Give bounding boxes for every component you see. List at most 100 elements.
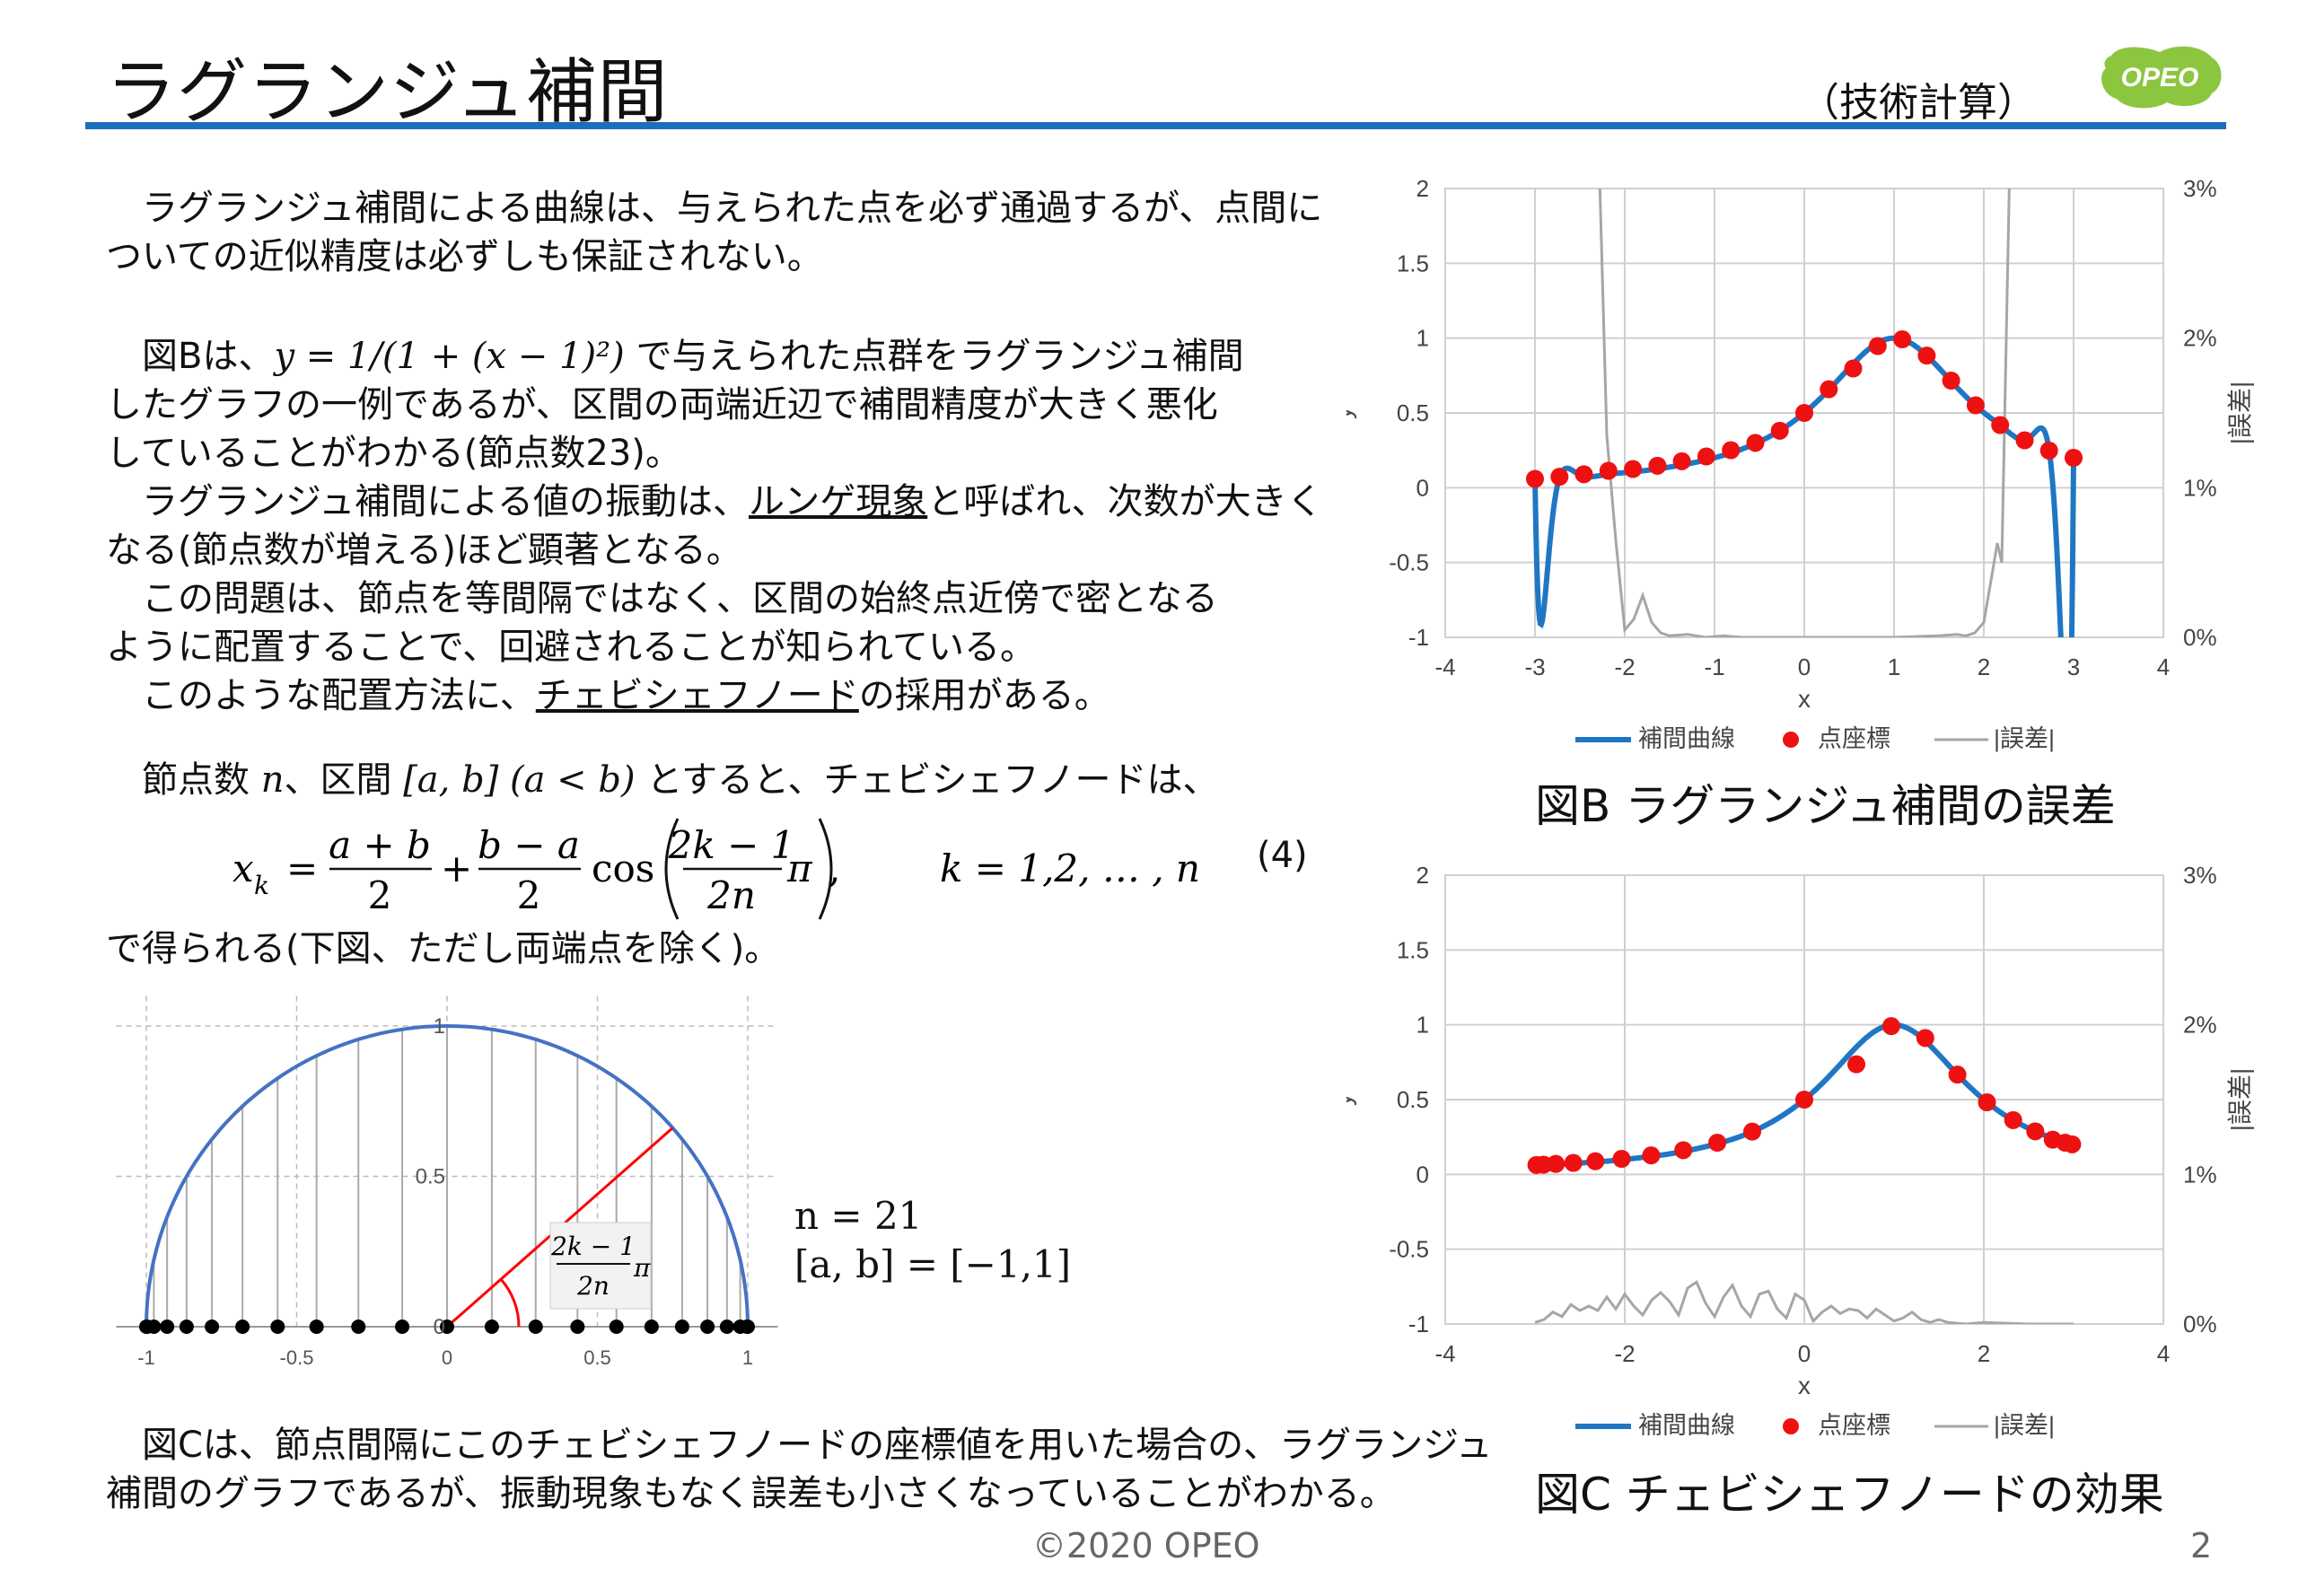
legend-label-points: 点座標: [1818, 725, 1890, 752]
caption-figure-b: 図B ラグランジュ補間の誤差: [1535, 780, 2116, 832]
frac2-num: b − a: [478, 823, 580, 867]
y-tick-label: 0.5: [1397, 399, 1429, 426]
data-point: [1624, 460, 1643, 478]
data-point: [1847, 1055, 1865, 1074]
chebyshev-node: [440, 1320, 454, 1334]
data-point: [1991, 416, 2010, 434]
paragraph-figure-c: 図Cは、節点間隔にこのチェビシェフノードの座標値を用いた場合の、ラグランジュ 補…: [106, 1425, 1493, 1514]
frac3-num: 2k − 1: [668, 823, 795, 867]
y-tick-label: -0.5: [1389, 1236, 1429, 1263]
p6-interval: [a, b] (a < b): [403, 759, 636, 801]
x-tick-label: 4: [2157, 1340, 2170, 1367]
data-point: [1697, 447, 1715, 466]
chebyshev-node: [179, 1320, 194, 1334]
y2-tick-label: 2%: [2183, 325, 2217, 352]
x-tick-label: 2: [1978, 653, 1990, 680]
data-point: [1942, 372, 1960, 390]
formula-comma: ,: [829, 846, 840, 890]
x-tick-label: 4: [2157, 653, 2170, 680]
y2-tick-label: 1%: [2183, 474, 2217, 501]
chebyshev-node: [674, 1320, 689, 1334]
p2-formula: y = 1/(1 + (x − 1)²): [274, 336, 625, 377]
chebyshev-node: [205, 1320, 220, 1334]
x-tick-label: -2: [1614, 1340, 1635, 1367]
formula-cos: cos: [592, 846, 654, 890]
data-point: [1844, 359, 1863, 378]
data-point: [1978, 1093, 1996, 1111]
error-series-line: [1598, 189, 2011, 637]
data-point: [1743, 1122, 1761, 1141]
equation-number: (4): [1257, 835, 1308, 876]
legend-marker-points: [1783, 1418, 1799, 1434]
runge-link[interactable]: ルンゲ現象: [749, 481, 928, 522]
p3-text-b: と呼ばれ、次数が大きく なる(節点数が増える)ほど顕著となる。: [106, 481, 1323, 571]
data-point: [1746, 434, 1765, 452]
node-parameters: n = 21 [a, b] = [−1,1]: [794, 1192, 1071, 1289]
x-axis-label: x: [1798, 1372, 1811, 1399]
y-tick-label: 1: [1417, 325, 1429, 352]
data-point: [1722, 441, 1741, 460]
p6-text-c: とすると、チェビシェフノードは、: [635, 759, 1219, 801]
chebyshev-formula: x k = a + b 2 + b − a 2 cos 2k − 1 2n π …: [232, 818, 1200, 920]
chebyshev-node: [644, 1320, 659, 1334]
legend-label-error: |誤差|: [1994, 1412, 2055, 1439]
data-point: [1674, 1141, 1693, 1160]
chebyshev-node: [609, 1320, 624, 1334]
data-point: [2026, 1122, 2045, 1141]
chebyshev-node: [235, 1320, 250, 1334]
y-axis-label: y: [1346, 1093, 1356, 1106]
x-tick-label: 0: [1798, 653, 1811, 680]
data-point: [2004, 1110, 2022, 1129]
page-title: ラグランジュ補間: [106, 52, 669, 133]
p5-text-a: このような配置方法に、: [106, 675, 536, 716]
chebyshev-node: [351, 1320, 366, 1334]
chart-figure-b: -4 -3 -2 -1 0 1 2 3 4 -1 -0.5 0 0.5 1 1.5 2 0% 1% 2% 3% x y |誤…: [1346, 180, 2254, 752]
data-point: [1820, 380, 1838, 399]
y2-tick-label: 3%: [2183, 180, 2217, 202]
x-tick-label: 0.5: [583, 1346, 611, 1369]
data-point: [1917, 346, 1936, 365]
data-point: [1881, 1017, 1900, 1036]
plot-area: [1526, 189, 2083, 637]
legend-label-error: |誤差|: [1994, 725, 2055, 752]
data-point: [1948, 1065, 1967, 1084]
legend-label-curve: 補間曲線: [1638, 725, 1735, 752]
header-rule: [85, 122, 2226, 129]
x-tick-label: 1: [742, 1346, 753, 1369]
paragraph-runge: ラグランジュ補間による値の振動は、ルンゲ現象と呼ばれ、次数が大きく なる(節点数…: [106, 478, 1323, 574]
y-tick-label: 2: [1417, 180, 1429, 202]
plot-area: [1527, 1017, 2082, 1324]
chebyshev-node: [719, 1320, 734, 1334]
formula-eq: =: [286, 846, 318, 890]
y-tick-label: -1: [1408, 624, 1429, 651]
x-tick-label: -1: [1704, 653, 1724, 680]
y-tick-label: 0: [1417, 474, 1429, 501]
chebyshev-link[interactable]: チェビシェフノード: [535, 675, 859, 716]
x-tick-label: -4: [1434, 653, 1455, 680]
y-axis-label: y: [1346, 407, 1356, 419]
legend-marker-points: [1783, 732, 1799, 748]
y2-tick-label: 0%: [2183, 1311, 2217, 1337]
frac2-den: 2: [517, 873, 541, 917]
chart-figure-c: -4 -2 0 2 4 -1 -0.5 0 0.5 1 1.5 2 0% 1% 2% 3% x y |誤差| 補間曲線…: [1346, 866, 2254, 1439]
data-point: [1550, 468, 1569, 487]
y-tick-label: 1.5: [1397, 250, 1429, 276]
x-tick-label: 3: [2067, 653, 2080, 680]
data-point: [2015, 431, 2034, 450]
data-point: [1672, 452, 1691, 470]
data-point: [1966, 396, 1985, 415]
angle-label-pi: π: [633, 1253, 651, 1283]
footer-copyright: ©2020 OPEO: [1032, 1526, 1260, 1565]
y2-axis-label: |誤差|: [2226, 381, 2254, 445]
angle-label-num: 2k − 1: [550, 1232, 636, 1261]
data-point: [2063, 1135, 2082, 1153]
x-tick-label: -1: [137, 1346, 155, 1369]
angle-label-box: [549, 1222, 652, 1310]
x-tick-label: -2: [1614, 653, 1635, 680]
frac1-num: a + b: [329, 823, 431, 867]
y-tick-label: 1: [434, 1014, 445, 1039]
paragraph-chebyshev: このような配置方法に、チェビシェフノードの採用がある。: [106, 671, 1110, 720]
chebyshev-node: [160, 1320, 175, 1334]
y-tick-label: -0.5: [1389, 549, 1429, 576]
p6-n: n: [260, 759, 285, 801]
